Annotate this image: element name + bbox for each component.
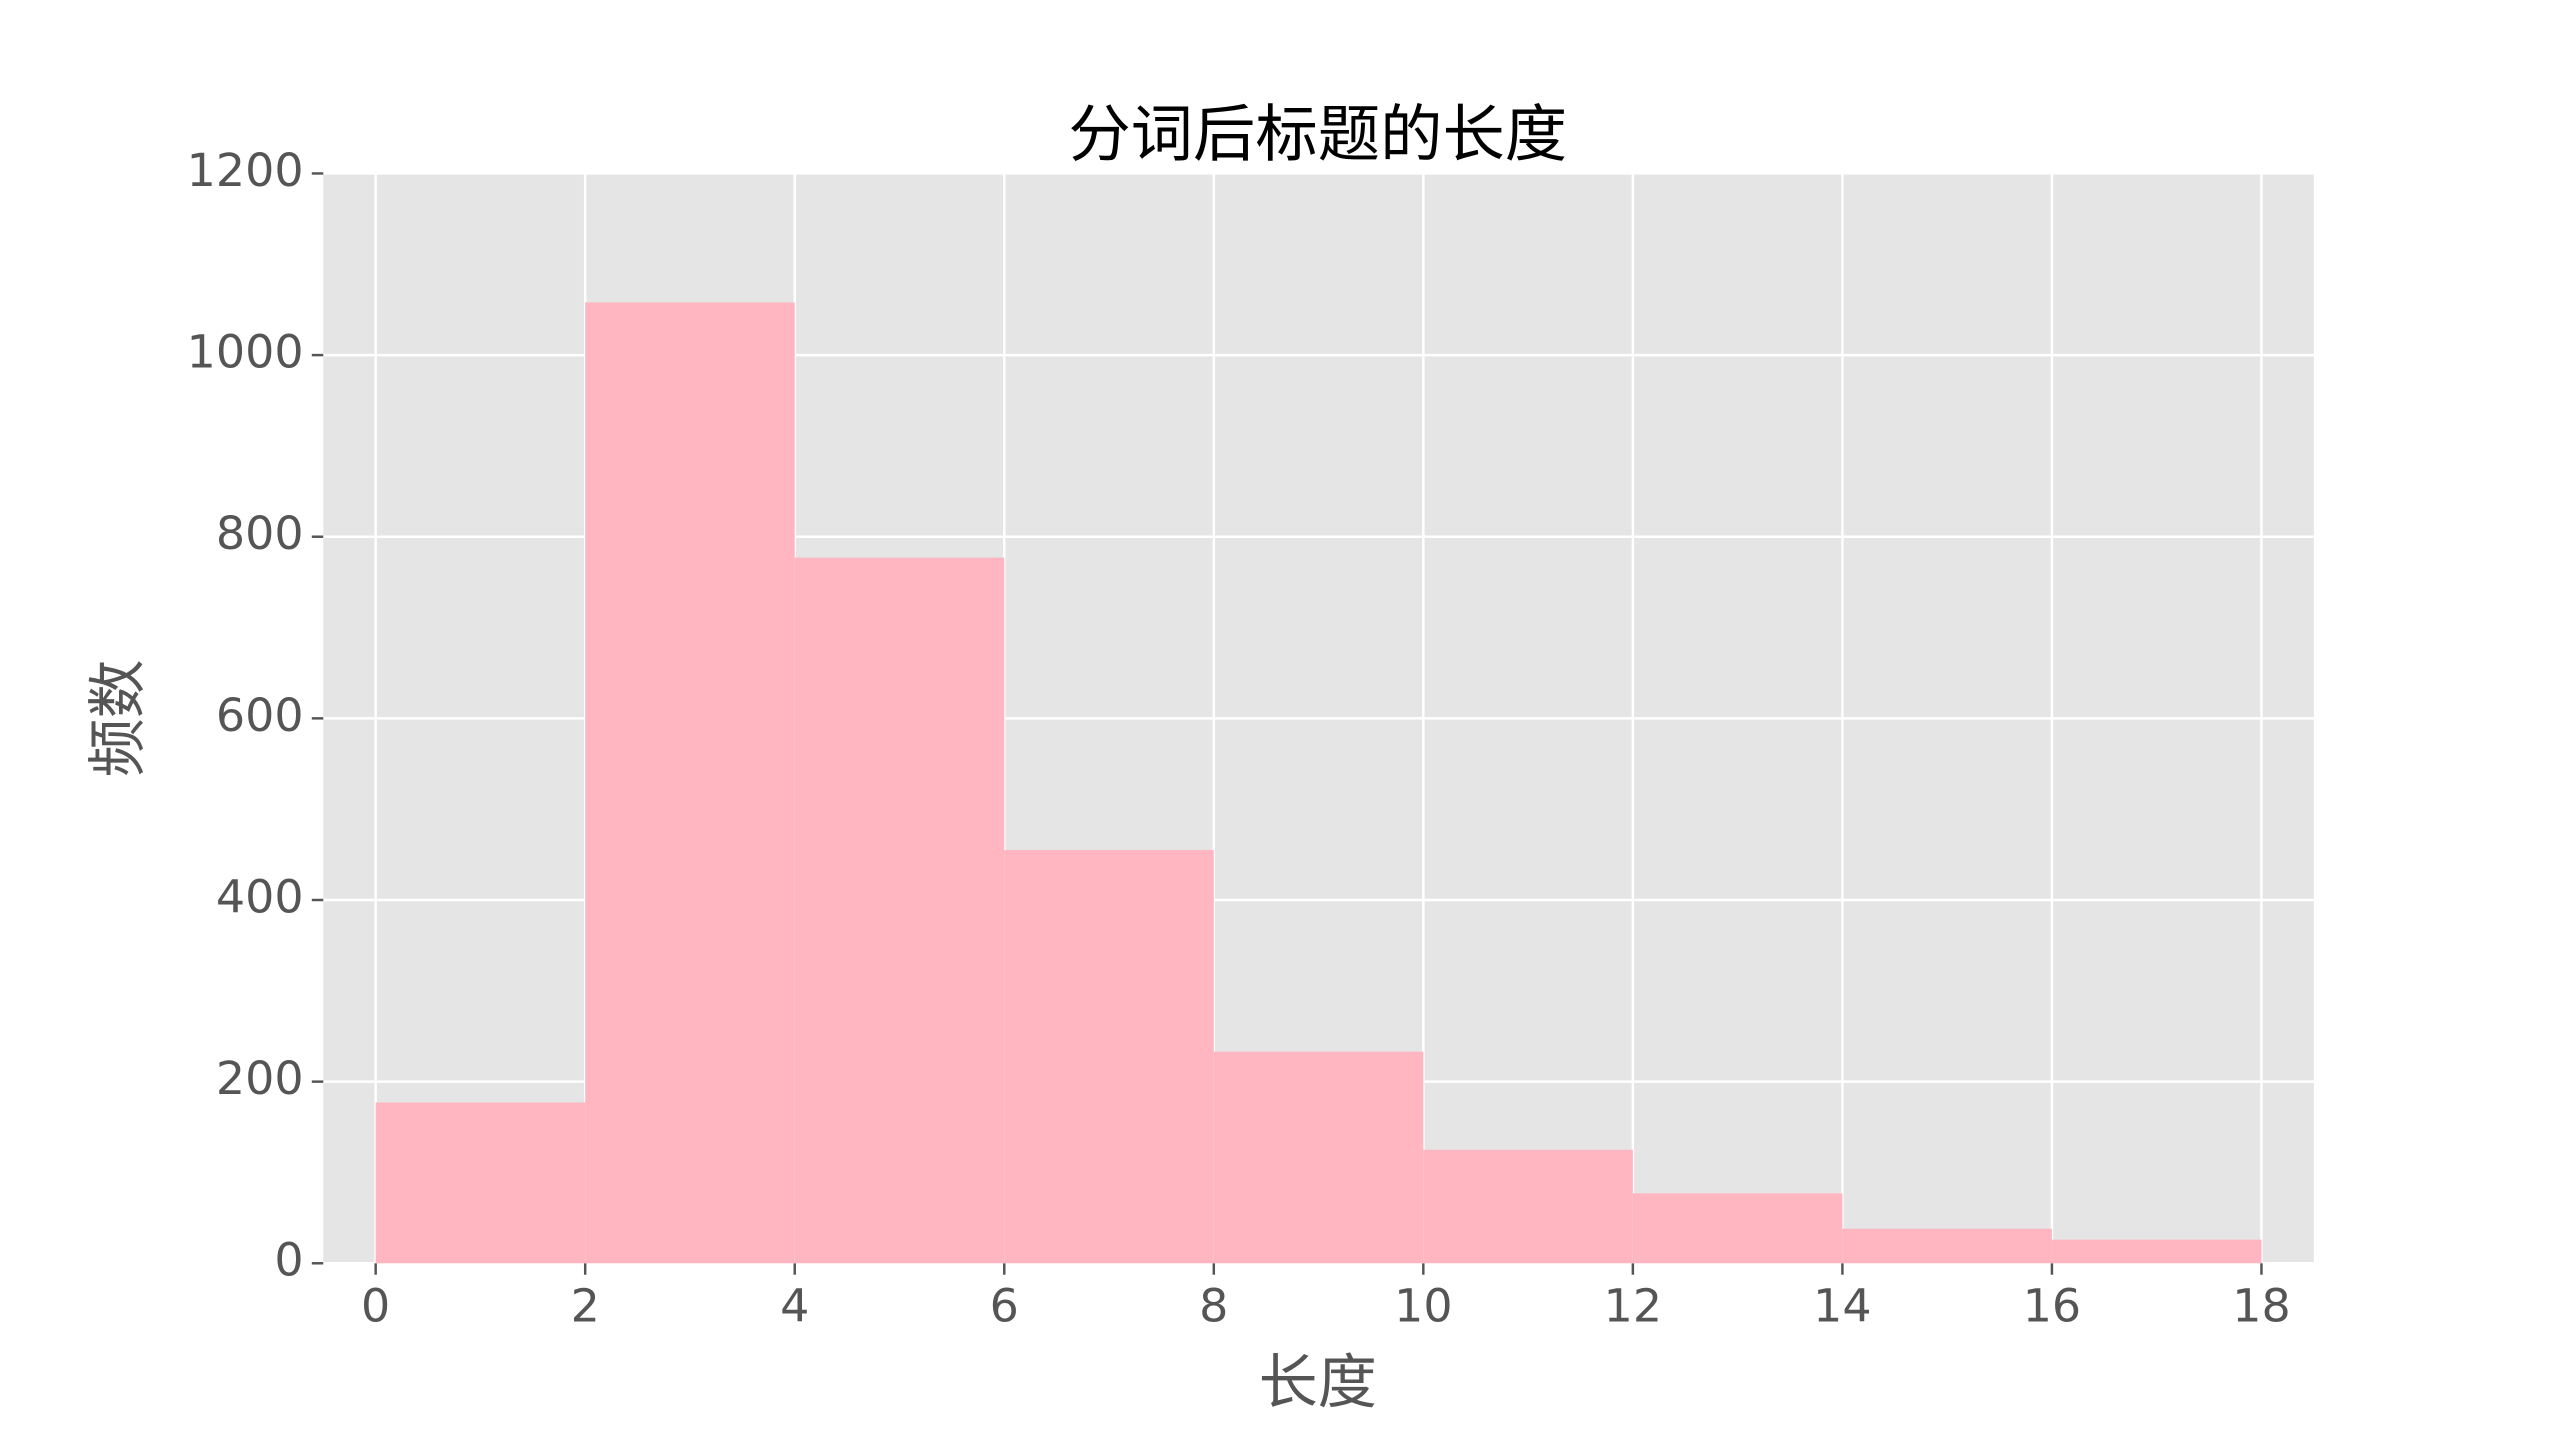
bar [794,557,1005,1264]
y-tick-label: 200 [216,1051,304,1105]
bar [1213,1051,1424,1264]
bar [2051,1239,2262,1264]
y-tick-label: 600 [216,688,304,742]
x-tick-label: 12 [1604,1279,1662,1333]
bar [1004,850,1214,1264]
x-tick-label: 8 [1199,1279,1228,1333]
x-tick-label: 10 [1394,1279,1452,1333]
bar [1632,1193,1843,1264]
x-axis-label: 长度 [1259,1347,1377,1416]
y-tick-label: 400 [216,870,304,924]
x-tick-label: 0 [361,1279,390,1333]
bar [1842,1228,2052,1264]
x-tick-label: 6 [990,1279,1019,1333]
x-tick-label: 2 [571,1279,600,1333]
bar [375,1102,586,1264]
bar [585,302,795,1264]
y-tick-label: 1000 [187,325,304,379]
bar [1423,1149,1633,1264]
y-tick-label: 800 [216,506,304,560]
x-tick-label: 4 [780,1279,809,1333]
x-tick-label: 16 [2023,1279,2081,1333]
x-tick-label: 14 [1813,1279,1871,1333]
y-tick-label: 1200 [187,143,304,197]
y-tick-label: 0 [274,1233,303,1287]
x-tick-label: 18 [2232,1279,2290,1333]
chart-title: 分词后标题的长度 [1068,98,1567,171]
y-axis-label: 频数 [83,659,152,777]
